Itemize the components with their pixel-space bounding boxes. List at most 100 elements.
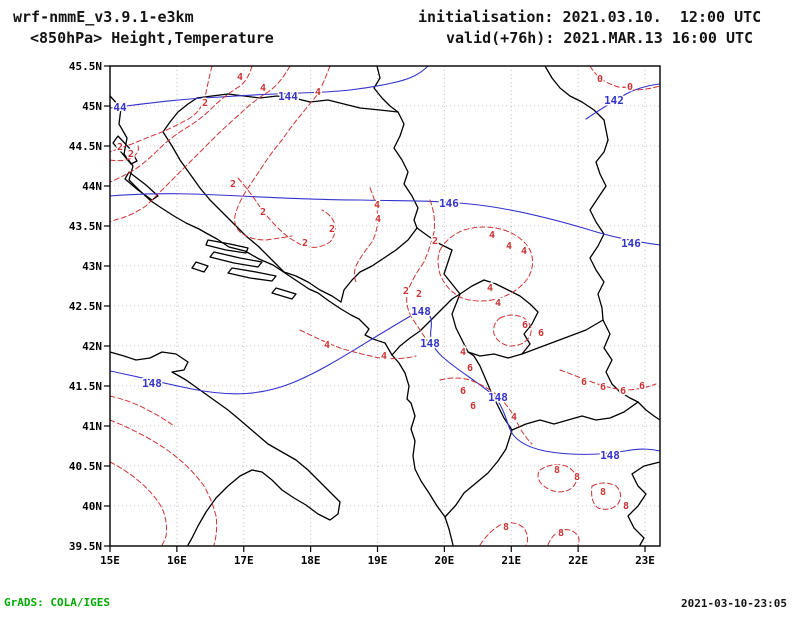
height-contour-label: 146 bbox=[439, 197, 459, 210]
temp-contour bbox=[353, 187, 379, 283]
temp-contour-label: 2 bbox=[329, 224, 335, 235]
height-contour-label: 148 bbox=[420, 337, 440, 350]
temp-contour-label: 4 bbox=[237, 72, 243, 83]
height-contour-label: 148 bbox=[411, 305, 431, 318]
lon-tick-label: 15E bbox=[100, 554, 120, 567]
temp-contour-label: 4 bbox=[381, 351, 387, 362]
temp-contour-label: 6 bbox=[522, 320, 528, 331]
height-contour-142 bbox=[585, 83, 661, 120]
temp-contour-label: 2 bbox=[403, 286, 409, 297]
border-kosovo bbox=[451, 279, 539, 359]
temp-contour-label: 4 bbox=[324, 340, 330, 351]
temp-contour bbox=[559, 369, 657, 391]
border-macedonia-south bbox=[511, 401, 639, 431]
temp-contour-label: 4 bbox=[487, 283, 493, 294]
coastline-italy bbox=[109, 351, 341, 546]
temp-contour-label: 4 bbox=[521, 246, 527, 257]
temp-contour bbox=[299, 329, 417, 360]
lon-tick-label: 22E bbox=[568, 554, 588, 567]
border-albania-greece bbox=[444, 429, 513, 518]
temp-contour-label: 8 bbox=[503, 522, 509, 533]
temp-contour-label: 8 bbox=[558, 528, 564, 539]
temp-contour-label: 6 bbox=[639, 381, 645, 392]
lon-tick-label: 21E bbox=[501, 554, 521, 567]
border-croatia-serbia bbox=[373, 65, 399, 113]
height-contour-label: 144 bbox=[278, 90, 298, 103]
temp-contour-label: 4 bbox=[375, 214, 381, 225]
temp-contour-label: 6 bbox=[581, 377, 587, 388]
grid-lines bbox=[109, 65, 660, 547]
height-contour-146 bbox=[109, 193, 661, 246]
temp-contour bbox=[109, 145, 139, 162]
temp-contour-label: 8 bbox=[623, 501, 629, 512]
lat-tick-label: 44.5N bbox=[69, 140, 102, 153]
temp-contour bbox=[591, 482, 622, 510]
lon-tick-label: 18E bbox=[301, 554, 321, 567]
lat-tick-label: 43N bbox=[82, 260, 102, 273]
border-serbia-romania bbox=[544, 65, 609, 141]
lon-tick-label: 16E bbox=[167, 554, 187, 567]
lat-tick-label: 42N bbox=[82, 340, 102, 353]
valid-time: valid(+76h): 2021.MAR.13 16:00 UTC bbox=[446, 29, 754, 47]
temp-contour-label: 6 bbox=[467, 363, 473, 374]
temp-contour bbox=[479, 522, 580, 546]
temp-contour bbox=[234, 65, 331, 241]
border-macedonia-west bbox=[467, 351, 513, 431]
lat-tick-label: 42.5N bbox=[69, 300, 102, 313]
temp-contour-label: 6 bbox=[600, 382, 606, 393]
temp-contour-label: 2 bbox=[432, 236, 438, 247]
coastline-east-adriatic bbox=[109, 95, 454, 546]
latitude-axis-labels: 45.5N 45N 44.5N 44N 43.5N 43N 42.5N 42N 41.5N 41N… bbox=[69, 60, 102, 553]
border-montenegro-albania bbox=[391, 293, 461, 356]
border-bosnia-west bbox=[162, 97, 285, 273]
height-contour-label: 44 bbox=[113, 101, 127, 114]
temp-contour-label: 2 bbox=[260, 207, 266, 218]
temp-contour bbox=[589, 65, 661, 91]
border-drina bbox=[393, 111, 419, 229]
height-contour-label: 148 bbox=[142, 377, 162, 390]
lon-tick-label: 23E bbox=[635, 554, 655, 567]
temp-contour-label: 4 bbox=[489, 230, 495, 241]
border-sava bbox=[196, 93, 399, 113]
lat-tick-label: 40.5N bbox=[69, 460, 102, 473]
lon-tick-label: 20E bbox=[434, 554, 454, 567]
lat-tick-label: 44N bbox=[82, 180, 102, 193]
border-serbia-montenegro bbox=[416, 227, 461, 295]
temperature-contours bbox=[109, 65, 661, 546]
temp-contour-label: 6 bbox=[620, 386, 626, 397]
temp-contour-label: 6 bbox=[470, 401, 476, 412]
lat-tick-label: 40N bbox=[82, 500, 102, 513]
temp-contour bbox=[109, 65, 213, 153]
temp-contour-label: 8 bbox=[574, 472, 580, 483]
temp-contour bbox=[237, 177, 336, 248]
longitude-axis-labels: 15E 16E 17E 18E 19E 20E 21E 22E 23E bbox=[100, 554, 655, 567]
temp-contour-label: 4 bbox=[506, 241, 512, 252]
temp-contour bbox=[537, 464, 577, 493]
level-variable-title: <850hPa> Height,Temperature bbox=[30, 29, 274, 47]
height-contour-label: 142 bbox=[604, 94, 624, 107]
temp-contour bbox=[109, 65, 291, 223]
height-contour-label: 148 bbox=[600, 449, 620, 462]
height-contours bbox=[109, 65, 661, 455]
model-title: wrf-nmmE_v3.9.1-e3km bbox=[13, 8, 194, 26]
init-time: initialisation: 2021.03.10. 12:00 UTC bbox=[418, 8, 762, 26]
temp-contour-label: 2 bbox=[416, 289, 422, 300]
temp-contour-label: 4 bbox=[460, 347, 466, 358]
temp-contour bbox=[493, 314, 532, 347]
coastline-aegean bbox=[627, 461, 661, 546]
height-contour-144 bbox=[109, 65, 429, 109]
border-serbia-bulgaria bbox=[589, 139, 609, 321]
grads-credit: GrADS: COLA/IGES bbox=[4, 596, 110, 609]
temp-contour-label: 6 bbox=[460, 386, 466, 397]
height-contour-148 bbox=[109, 310, 661, 455]
temp-contour bbox=[109, 461, 167, 546]
axis-ticks bbox=[104, 65, 646, 552]
lat-tick-label: 41.5N bbox=[69, 380, 102, 393]
temp-contour bbox=[406, 199, 435, 343]
temp-contour-label: 2 bbox=[230, 179, 236, 190]
lat-tick-label: 45N bbox=[82, 100, 102, 113]
temp-contour-label: 4 bbox=[495, 298, 501, 309]
